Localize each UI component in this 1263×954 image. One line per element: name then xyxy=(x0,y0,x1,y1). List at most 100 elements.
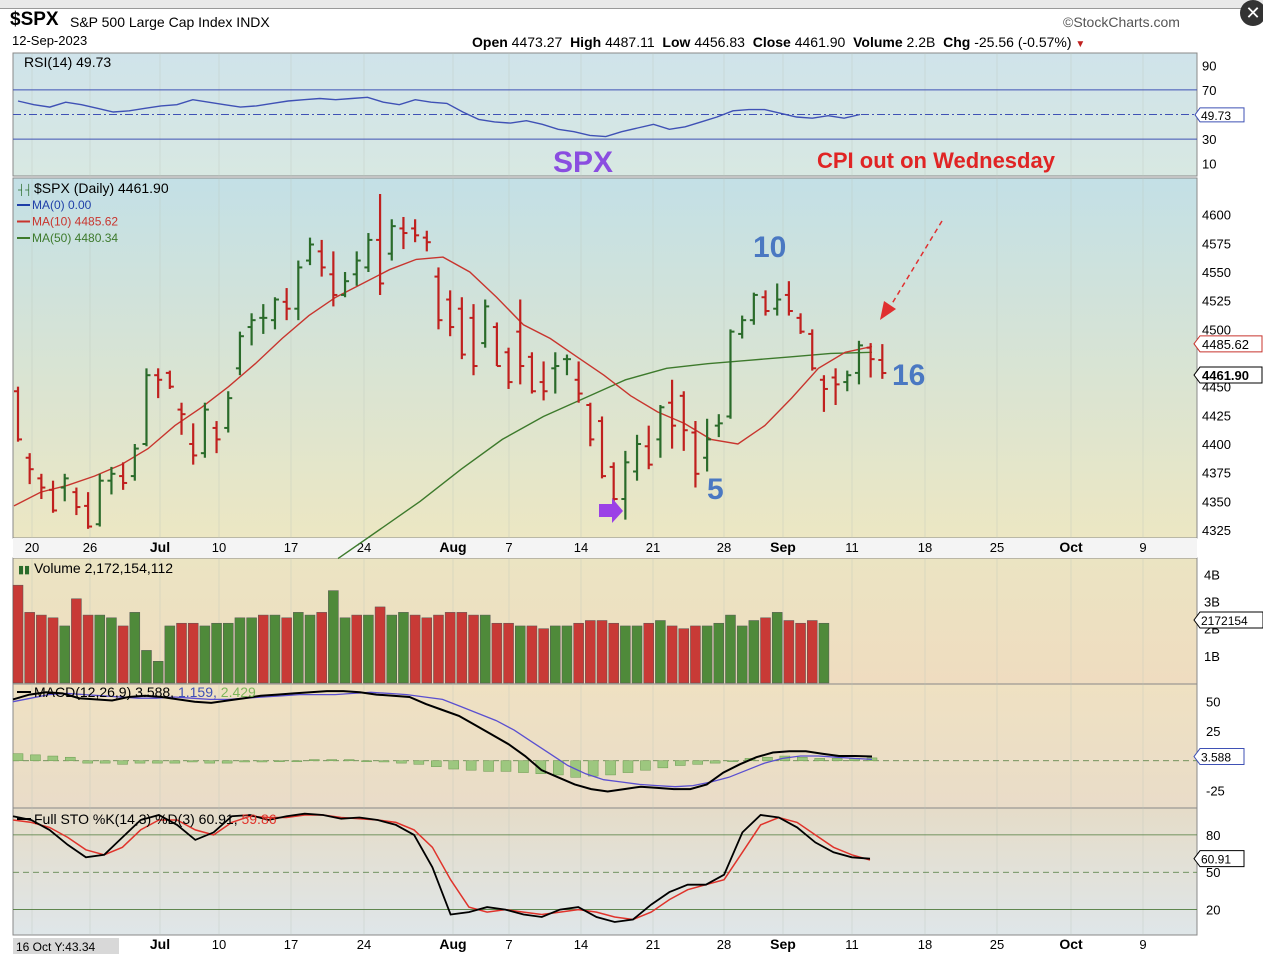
volume-bar xyxy=(24,612,35,684)
rsi-line xyxy=(17,96,861,138)
volume-bar xyxy=(760,617,771,684)
volume-bar xyxy=(222,622,234,684)
macd-histogram-bar xyxy=(657,760,669,769)
ohlc-bar xyxy=(598,416,606,479)
volume-bar xyxy=(503,622,514,684)
ohlc-bar xyxy=(808,329,817,371)
macd-histogram-bar xyxy=(622,760,634,773)
ohlc-bar xyxy=(609,462,618,506)
sto-d-line xyxy=(12,814,871,921)
ohlc-bar xyxy=(142,368,151,447)
macd-histogram-bar xyxy=(309,759,320,762)
macd-histogram-bar xyxy=(396,760,407,764)
x-tick-label-bottom: 11 xyxy=(845,937,859,952)
macd-histogram-bar xyxy=(675,760,686,766)
macd-histogram-bar xyxy=(187,760,198,763)
x-tick-label-bottom: 24 xyxy=(357,937,371,952)
price-y-tick: 4375 xyxy=(1202,466,1231,481)
volume-bar xyxy=(596,620,608,684)
macd-histogram-bar xyxy=(500,760,512,772)
date-axis-strip xyxy=(13,538,1197,558)
volume-bar xyxy=(36,614,47,684)
ohlc-bar xyxy=(95,473,104,527)
price-y-tick: 4550 xyxy=(1202,265,1231,280)
volume-y-tick: 1B xyxy=(1204,649,1220,664)
macd-last-value-box xyxy=(1193,748,1245,766)
ohlc-bar xyxy=(270,297,279,330)
ohlc-bar xyxy=(796,313,805,334)
price-title: $SPX (Daily) 4461.90 xyxy=(34,180,169,196)
ohlc-bar xyxy=(177,402,186,435)
volume-bar xyxy=(47,617,59,684)
macd-histogram-bar xyxy=(483,760,494,772)
volume-bar xyxy=(409,614,421,684)
sto-k-line xyxy=(12,812,871,923)
ohlc-bar xyxy=(37,473,46,500)
x-tick-label-bottom: 28 xyxy=(717,937,731,952)
macd-histogram-bar xyxy=(204,760,215,764)
price-y-tick: 4325 xyxy=(1202,523,1231,538)
ohlc-bar xyxy=(306,237,314,266)
ohlc-bar xyxy=(866,343,875,378)
chg-value: -25.56 (-0.57%) xyxy=(974,34,1072,50)
ohlc-bar xyxy=(726,329,735,419)
volume-bar xyxy=(269,614,281,684)
volume-bar xyxy=(479,614,491,684)
macd-histogram-bar xyxy=(587,760,599,777)
ohlc-bar xyxy=(749,292,758,325)
high-label: High xyxy=(570,34,602,50)
volume-bar xyxy=(818,622,830,684)
ohlc-bar xyxy=(656,405,665,458)
price-y-tick: 4425 xyxy=(1202,408,1231,423)
x-tick-label-bottom: 9 xyxy=(1139,937,1146,952)
price-y-tick: 4400 xyxy=(1202,437,1231,452)
bottom-status: 16 Oct Y:43.34 xyxy=(16,940,95,954)
volume-bar xyxy=(246,617,257,684)
ohlc-bar xyxy=(714,414,723,438)
price-y-tick: 4500 xyxy=(1202,322,1231,337)
ohlc-bar xyxy=(247,313,256,346)
ohlc-bar xyxy=(562,354,571,376)
ohlc-bar xyxy=(854,340,863,385)
x-tick-label: 21 xyxy=(646,540,660,555)
volume-bar xyxy=(713,622,725,684)
volume-bar xyxy=(94,614,106,684)
macd-histogram-bar xyxy=(117,760,128,765)
volume-bar xyxy=(234,617,246,684)
x-tick-label: 20 xyxy=(25,540,39,555)
ohlc-bar xyxy=(107,466,116,495)
volume-bar xyxy=(514,625,526,684)
volume-bar xyxy=(655,620,666,684)
volume-bar xyxy=(82,614,94,684)
ohlc-bar xyxy=(49,480,58,513)
sto-last-value-box xyxy=(1193,850,1245,868)
x-tick-label: 18 xyxy=(918,540,932,555)
volume-label: Volume xyxy=(853,34,903,50)
volume-bar xyxy=(736,625,748,684)
ohlc-bar xyxy=(14,386,22,442)
ohlc-bar xyxy=(235,331,244,376)
ohlc-bar xyxy=(224,391,233,433)
ohlc-bar xyxy=(446,290,455,337)
macd-histogram-bar xyxy=(727,760,738,763)
macd-histogram-bar xyxy=(152,760,163,764)
x-tick-label: Jul xyxy=(150,539,170,555)
macd-histogram-bar xyxy=(47,755,59,762)
ohlc-bar xyxy=(703,418,712,472)
close-icon[interactable]: ✕ xyxy=(1240,0,1263,26)
x-tick-label: 24 xyxy=(357,540,371,555)
macd-histogram-bar xyxy=(291,760,303,763)
x-tick-label-bottom: 14 xyxy=(574,937,588,952)
rsi-y-tick: 30 xyxy=(1202,132,1216,147)
ohlc-bar xyxy=(212,421,221,454)
volume-last-value: 2172154 xyxy=(1201,614,1248,628)
ohlc-legend-icon: ┤┤ xyxy=(17,183,32,197)
legend-entry: MA(50) 4480.34 xyxy=(32,231,118,245)
macd-histogram-bar xyxy=(692,760,703,765)
low-value: 4456.83 xyxy=(694,34,745,50)
x-tick-label-bottom: 10 xyxy=(212,937,226,952)
ohlc-bar xyxy=(878,344,887,379)
volume-bar xyxy=(643,622,654,684)
macd-histogram-bar xyxy=(640,760,651,771)
volume-bar xyxy=(293,612,304,684)
